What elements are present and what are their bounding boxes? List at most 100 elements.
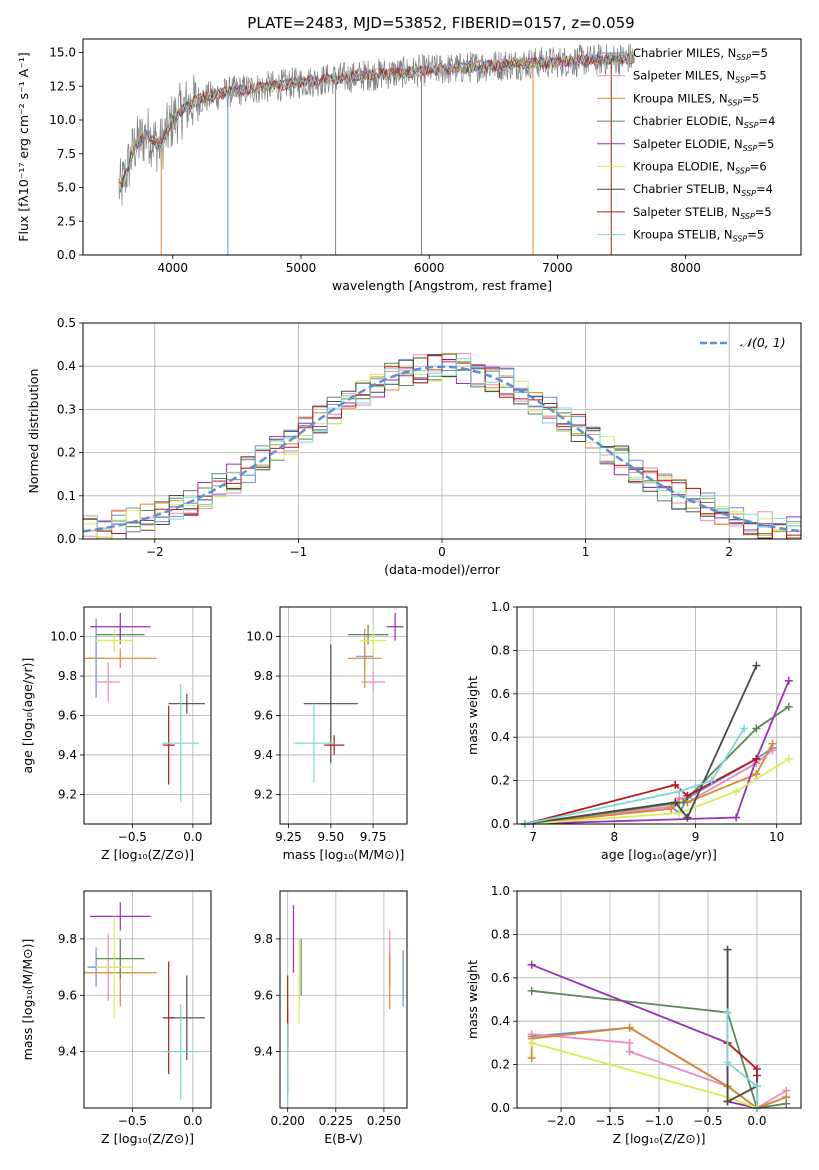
y-tick-label: 9.6 bbox=[58, 988, 77, 1002]
histogram-salpeter-stelib bbox=[83, 354, 801, 539]
series-line-salpeter-miles bbox=[531, 1033, 787, 1110]
y-tick-label: 10.0 bbox=[50, 630, 77, 644]
y-tick-label: 9.6 bbox=[254, 709, 273, 723]
y-tick-label: 9.4 bbox=[254, 1045, 273, 1059]
mass-vs-ebv-panel: 0.200 0.225 0.250 9.4 9.6 9.8 E(B-V) bbox=[254, 890, 408, 1146]
y-tick-label: 0.2 bbox=[491, 1058, 510, 1072]
y-tick-label: 0.0 bbox=[491, 817, 510, 831]
residual-series-group bbox=[83, 353, 801, 539]
legend-label: Chabrier ELODIE, NSSP=4 bbox=[633, 114, 775, 130]
y-tick-label: 9.8 bbox=[58, 932, 77, 946]
x-axis-label: E(B-V) bbox=[324, 1131, 363, 1146]
series-line-chabrier-stelib bbox=[524, 665, 758, 825]
spectrum-data-line bbox=[118, 43, 635, 206]
y-tick-label: 9.4 bbox=[254, 748, 273, 762]
y-tick-label: 9.8 bbox=[58, 669, 77, 683]
x-tick-label: 2 bbox=[725, 545, 733, 559]
legend-label: 𝒩(0, 1) bbox=[740, 335, 786, 350]
legend-label: Kroupa MILES, NSSP=5 bbox=[633, 91, 759, 107]
y-tick-label: 9.2 bbox=[254, 787, 273, 801]
legend-label: Kroupa ELODIE, NSSP=6 bbox=[633, 160, 767, 176]
y-axis-label: age [log₁₀(age/yr)] bbox=[20, 658, 35, 774]
series-line-chabrier-miles bbox=[524, 747, 774, 825]
model-line-kroupa-stelib bbox=[118, 52, 635, 194]
series-line-salpeter-stelib bbox=[524, 758, 757, 825]
y-tick-label: 0.2 bbox=[57, 446, 76, 460]
mass-vs-Z-panel: −0.5 0.0 9.4 9.6 9.8 Z [log₁₀(Z/Z⊙)] mass [log… bbox=[20, 890, 212, 1146]
normal-curve bbox=[83, 365, 801, 533]
legend-label: Salpeter STELIB, NSSP=5 bbox=[633, 205, 772, 221]
spectrum-panel: Chabrier MILES, NSSP=5 Salpeter MILES, NS… bbox=[16, 38, 802, 293]
y-tick-label: 0.3 bbox=[57, 402, 76, 416]
axes-frame bbox=[83, 606, 212, 825]
series-line-salpeter-miles bbox=[524, 749, 774, 825]
x-tick-label: 7 bbox=[529, 830, 537, 844]
x-tick-label: 8000 bbox=[670, 261, 701, 275]
y-tick-label: 1.0 bbox=[491, 884, 510, 898]
series-line-kroupa-elodie bbox=[531, 1042, 758, 1109]
y-tick-label: 0.0 bbox=[491, 1101, 510, 1115]
x-tick-label: 6000 bbox=[414, 261, 445, 275]
x-tick-label: 0.200 bbox=[271, 1114, 305, 1128]
y-tick-label: 2.5 bbox=[57, 214, 76, 228]
x-tick-label: 5000 bbox=[286, 261, 317, 275]
x-tick-label: 8 bbox=[611, 830, 619, 844]
x-axis-label: age [log₁₀(age/yr)] bbox=[601, 847, 717, 862]
residuals-panel: −2 −1 0 1 2 0.0 0.1 0.2 0.3 0.4 0.5 (data-model)/er… bbox=[26, 316, 802, 577]
x-tick-label: 0.225 bbox=[319, 1114, 353, 1128]
y-tick-label: 5.0 bbox=[57, 181, 76, 195]
axes-frame bbox=[516, 606, 802, 825]
y-axis-label: Flux [fλ10⁻¹⁷ erg cm⁻² s⁻¹ A⁻¹] bbox=[16, 52, 31, 241]
x-axis-label: (data-model)/error bbox=[384, 562, 501, 577]
y-tick-label: 9.8 bbox=[254, 669, 273, 683]
age-vs-Z-panel: −0.5 0.0 9.2 9.4 9.6 9.8 10.0 Z [log₁₀(Z/Z⊙)] ag… bbox=[20, 606, 212, 862]
series-line-kroupa-elodie bbox=[525, 758, 790, 825]
x-tick-label: −0.5 bbox=[118, 1114, 147, 1128]
y-tick-label: 0.8 bbox=[491, 643, 510, 657]
x-tick-label: 0.0 bbox=[183, 1114, 202, 1128]
x-tick-label: 0.0 bbox=[183, 830, 202, 844]
y-tick-label: 0.0 bbox=[57, 248, 76, 262]
y-tick-label: 15.0 bbox=[49, 46, 76, 60]
y-tick-label: 0.2 bbox=[491, 774, 510, 788]
spectrum-series-group bbox=[118, 43, 635, 255]
y-tick-label: 7.5 bbox=[57, 147, 76, 161]
x-tick-label: 0.250 bbox=[367, 1114, 401, 1128]
series-line-salpeter-elodie bbox=[525, 680, 790, 825]
y-tick-label: 9.6 bbox=[254, 988, 273, 1002]
y-tick-label: 0.6 bbox=[491, 971, 510, 985]
x-tick-label: 4000 bbox=[157, 261, 188, 275]
mass-weight-vs-age-panel: 7 8 9 10 0.0 0.2 0.4 0.6 0.8 1.0 age [log₁₀(age/yr… bbox=[465, 600, 802, 862]
series-line-chabrier-elodie bbox=[524, 706, 790, 825]
x-tick-label: 10 bbox=[769, 830, 784, 844]
axes-frame bbox=[83, 890, 212, 1109]
axes-frame bbox=[279, 606, 408, 825]
y-tick-label: 0.4 bbox=[491, 1014, 510, 1028]
y-tick-label: 0.6 bbox=[491, 687, 510, 701]
series-line-kroupa-miles bbox=[525, 743, 774, 825]
x-axis-label: wavelength [Angstrom, rest frame] bbox=[332, 278, 552, 293]
y-tick-label: 9.4 bbox=[58, 748, 77, 762]
x-tick-label: 7000 bbox=[542, 261, 573, 275]
y-axis-label: mass weight bbox=[465, 960, 480, 1039]
y-tick-label: 0.4 bbox=[491, 730, 510, 744]
y-tick-label: 1.0 bbox=[491, 600, 510, 614]
x-tick-label: −0.5 bbox=[693, 1114, 722, 1128]
x-tick-label: −1.0 bbox=[644, 1114, 673, 1128]
y-tick-label: 0.5 bbox=[57, 316, 76, 330]
x-tick-label: 9.75 bbox=[360, 830, 387, 844]
y-axis-label: Normed distribution bbox=[26, 369, 41, 494]
mass-weight-vs-Z-panel: −2.0 −1.5 −1.0 −0.5 0.0 0.0 0.2 0.4 0.6 0.8 1.0 Z [… bbox=[465, 884, 802, 1146]
legend-label: Kroupa STELIB, NSSP=5 bbox=[633, 228, 764, 244]
y-tick-label: 0.4 bbox=[57, 359, 76, 373]
x-tick-label: 0.0 bbox=[747, 1114, 766, 1128]
axes-frame bbox=[82, 38, 802, 256]
series-line-chabrier-elodie bbox=[531, 989, 787, 1110]
figure-title: PLATE=2483, MJD=53852, FIBERID=0157, z=0… bbox=[247, 14, 634, 32]
spectrum-legend: Chabrier MILES, NSSP=5 Salpeter MILES, NS… bbox=[597, 46, 775, 244]
x-tick-label: −2 bbox=[146, 545, 164, 559]
parameter-panels: −0.5 0.0 9.2 9.4 9.6 9.8 10.0 Z [log₁₀(Z/Z⊙)] ag… bbox=[20, 600, 802, 1146]
y-tick-label: 9.8 bbox=[254, 932, 273, 946]
axes-frame bbox=[516, 890, 802, 1109]
